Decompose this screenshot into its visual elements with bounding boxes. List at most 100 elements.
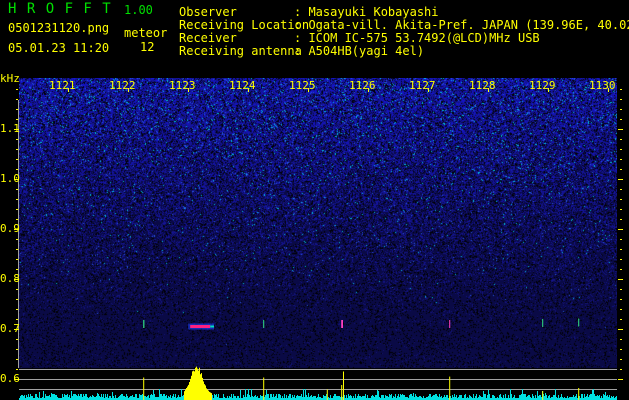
power-noise-bar (548, 396, 549, 400)
power-noise-bar (294, 395, 295, 400)
power-noise-bar (496, 398, 497, 400)
y-minor-tick-right (620, 189, 622, 190)
power-noise-bar (608, 397, 609, 400)
power-noise-bar (379, 397, 380, 400)
power-noise-bar (315, 396, 316, 400)
power-noise-bar (590, 394, 591, 400)
power-noise-bar (317, 397, 318, 400)
power-noise-bar (142, 394, 143, 400)
power-noise-bar (225, 398, 226, 400)
power-noise-bar (490, 398, 491, 400)
y-minor-tick-right (620, 199, 622, 200)
power-noise-bar (544, 396, 545, 400)
y-minor-tick (16, 139, 18, 140)
power-noise-bar (308, 393, 309, 400)
power-noise-bar (156, 397, 157, 400)
power-noise-bar (138, 398, 139, 400)
power-noise-bar (288, 396, 289, 400)
power-burst-bar (190, 378, 191, 400)
power-noise-bar (586, 396, 587, 400)
power-noise-bar (228, 398, 229, 400)
power-noise-bar (179, 397, 180, 400)
power-noise-bar (402, 394, 403, 400)
power-burst-bar (194, 371, 195, 400)
power-noise-bar (296, 396, 297, 400)
power-noise-bar (506, 398, 507, 400)
power-noise-bar (45, 394, 46, 400)
power-noise-bar (435, 394, 436, 400)
power-noise-bar (376, 395, 377, 400)
power-noise-bar (52, 394, 53, 400)
power-noise-bar (280, 395, 281, 400)
power-noise-bar (472, 398, 473, 400)
power-noise-bar (427, 397, 428, 400)
power-noise-bar (540, 395, 541, 400)
power-noise-bar (320, 397, 321, 400)
power-noise-bar (519, 395, 520, 400)
power-noise-bar (291, 398, 292, 400)
power-noise-bar (551, 397, 552, 400)
power-noise-bar (486, 398, 487, 400)
power-noise-bar (482, 397, 483, 400)
y-minor-tick-right (620, 109, 622, 110)
power-burst-bar (210, 392, 211, 400)
power-noise-bar (99, 396, 100, 400)
power-noise-bar (579, 396, 580, 400)
power-noise-bar (81, 394, 82, 400)
power-noise-bar (145, 396, 146, 400)
power-noise-bar (481, 397, 482, 400)
power-noise-bar (411, 394, 412, 400)
power-noise-bar (514, 395, 515, 400)
power-noise-bar (502, 398, 503, 400)
power-noise-bar (54, 394, 55, 400)
power-noise-bar (475, 396, 476, 400)
y-minor-tick-right (620, 119, 622, 120)
power-noise-bar (162, 396, 163, 400)
power-noise-bar (354, 398, 355, 400)
meteor-echo (542, 319, 544, 327)
power-noise-bar (615, 397, 616, 400)
power-noise-bar (525, 394, 526, 400)
y-tick-label: 0.7 (0, 322, 20, 335)
power-noise-bar (182, 396, 183, 400)
power-noise-bar (299, 396, 300, 400)
power-noise-bar (252, 396, 253, 400)
power-noise-bar (161, 394, 162, 400)
app-version: 1.00 (124, 3, 153, 17)
power-noise-bar (57, 397, 58, 400)
power-burst-bar (193, 370, 194, 400)
y-minor-tick-right (620, 289, 622, 290)
power-noise-bar (321, 398, 322, 400)
y-minor-tick (16, 309, 18, 310)
power-noise-bar (384, 398, 385, 400)
power-noise-bar (361, 397, 362, 400)
power-noise-bar (562, 397, 563, 400)
y-minor-tick-right (620, 339, 622, 340)
power-noise-bar (102, 397, 103, 400)
y-minor-tick (16, 199, 18, 200)
meteor-count: 12 (140, 40, 155, 54)
power-noise-bar (139, 394, 140, 400)
power-noise-bar (101, 394, 102, 400)
power-noise-bar (559, 398, 560, 400)
power-noise-bar (289, 394, 290, 400)
power-noise-bar (114, 398, 115, 400)
power-noise-bar (419, 396, 420, 400)
power-noise-bar (571, 397, 572, 400)
spectrogram (19, 78, 617, 400)
power-noise-bar (547, 398, 548, 400)
power-noise-bar (454, 394, 455, 400)
power-noise-bar (499, 395, 500, 400)
power-noise-bar (35, 394, 36, 400)
power-noise-bar (226, 398, 227, 400)
y-minor-tick (16, 129, 18, 130)
power-noise-bar (67, 394, 68, 400)
info-antenna-value: : A504HB(yagi 4el) (294, 44, 425, 58)
power-noise-bar (304, 397, 305, 400)
power-noise-bar (420, 396, 421, 400)
power-noise-bar (468, 398, 469, 400)
power-noise-bar (268, 394, 269, 400)
power-noise-bar (541, 397, 542, 400)
power-noise-bar (478, 397, 479, 400)
power-noise-bar (41, 398, 42, 400)
